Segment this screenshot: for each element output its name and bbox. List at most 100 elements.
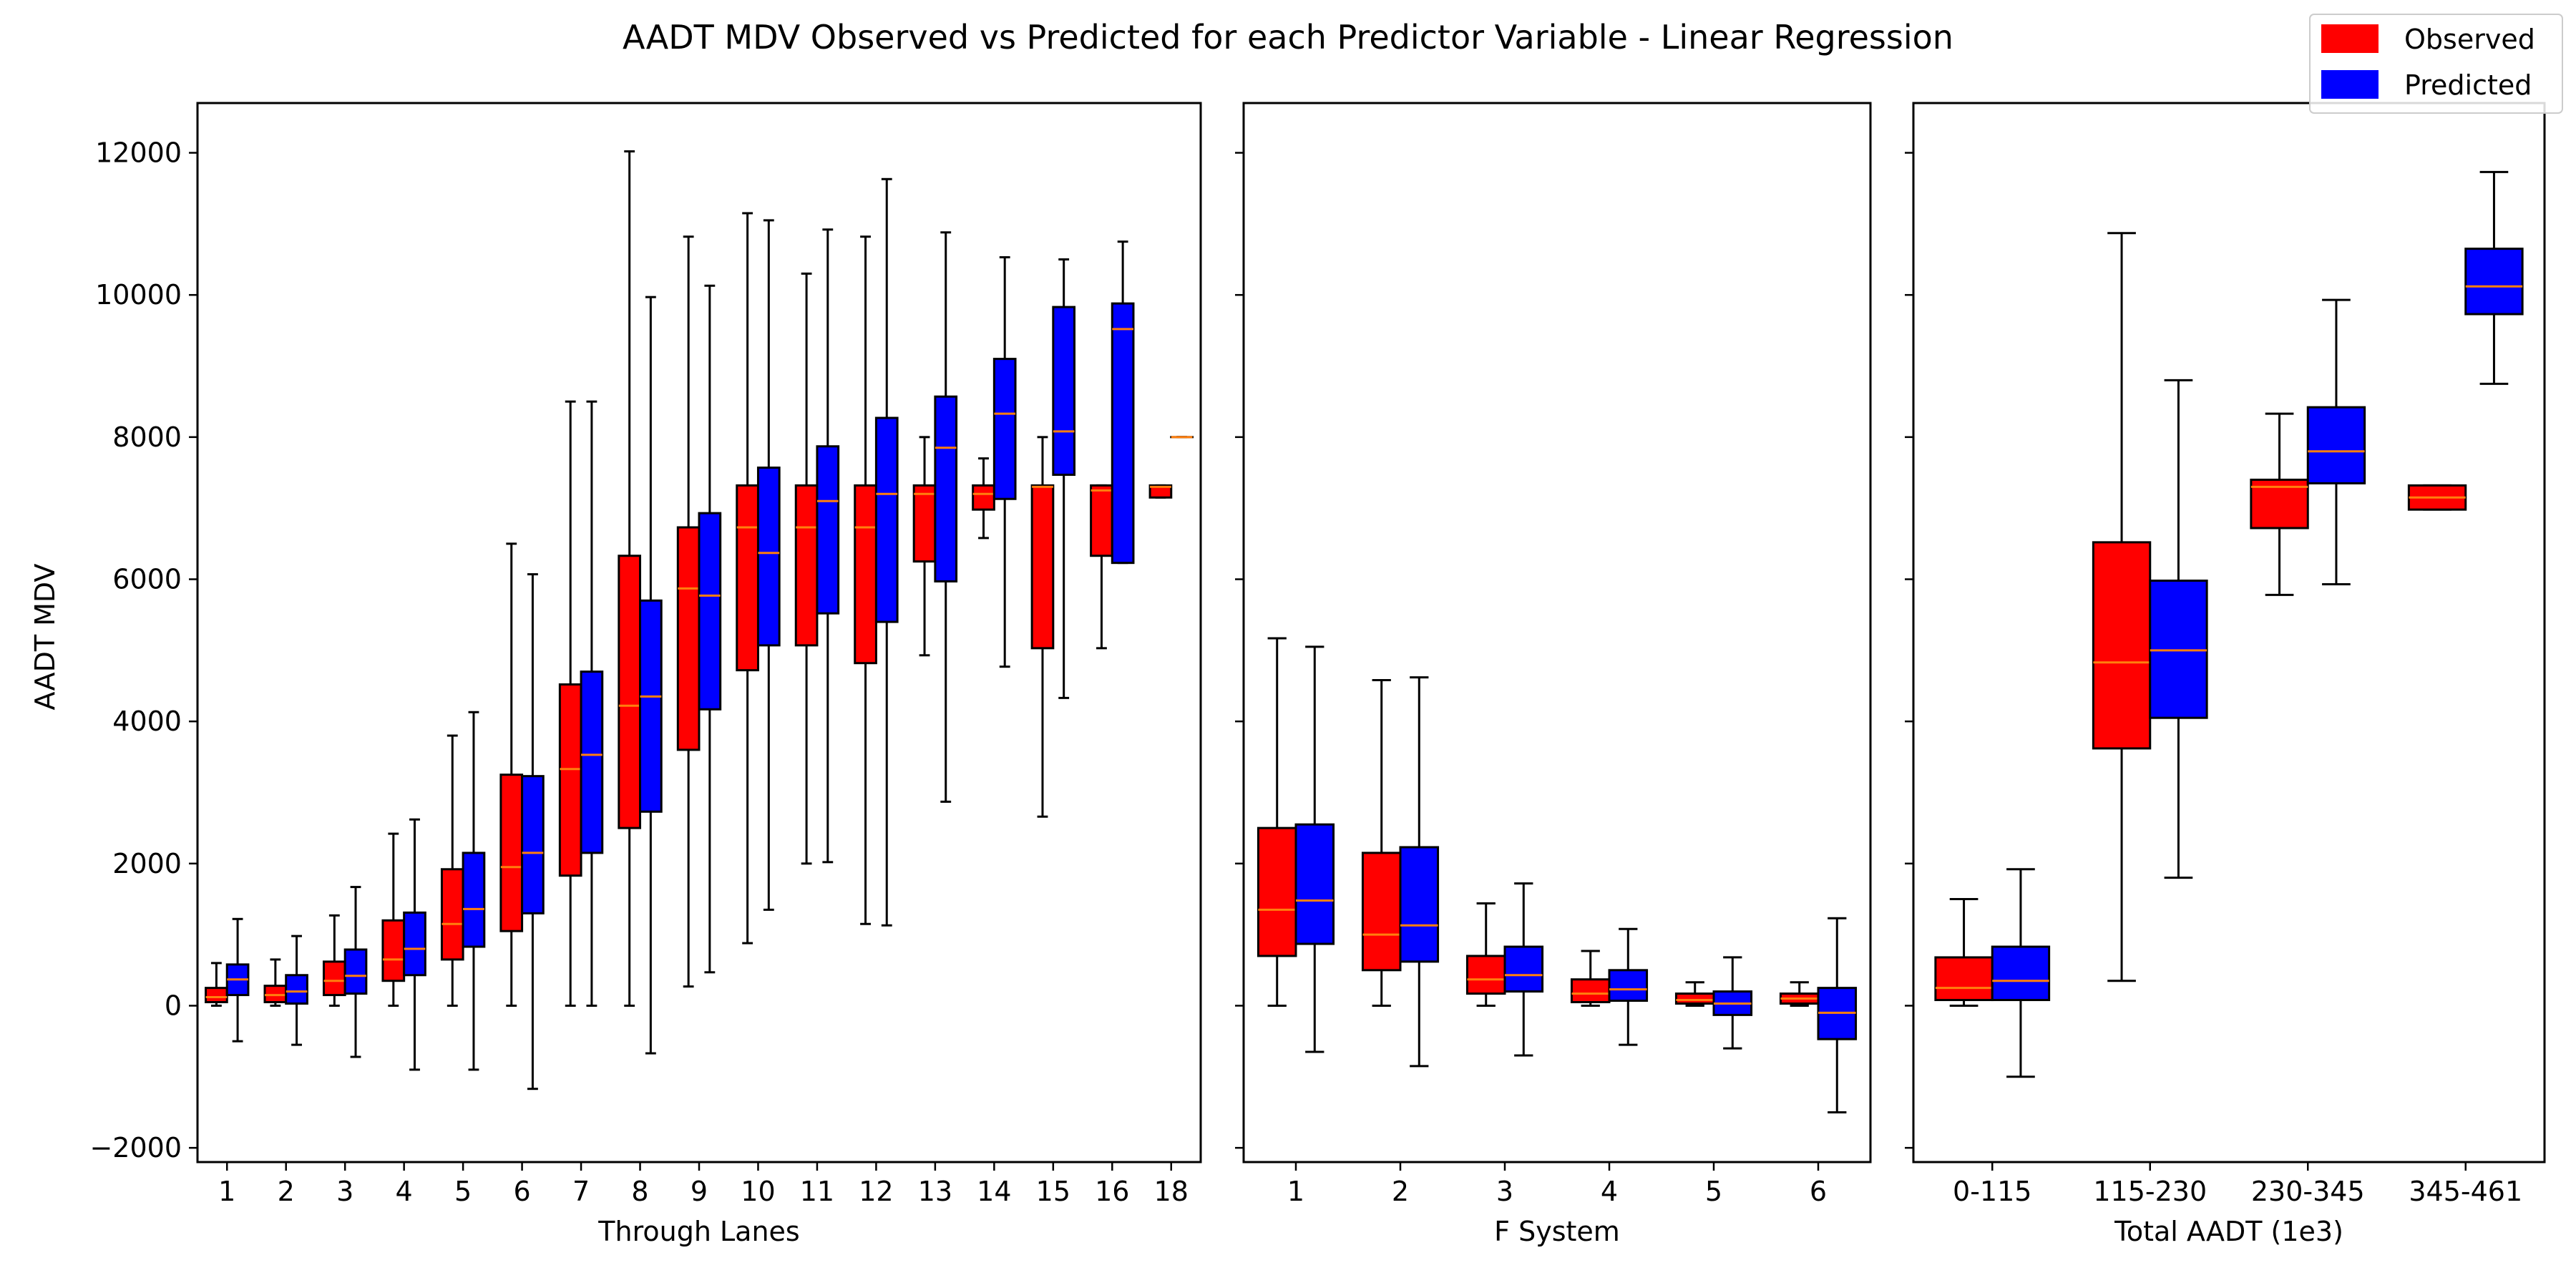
x-tick-label: 6 [513,1176,530,1207]
panel-1: 1 2 3 4 5 6 7 8 9 10 11 12 13 14 15 16 18−20000200040006… [89,102,1202,1247]
x-tick-label: 6 [1810,1176,1827,1207]
box-predicted-2 [1399,676,1440,1068]
x-tick-label: 18 [1154,1176,1189,1207]
box-body [499,774,524,932]
box-body [1111,302,1135,565]
legend: Observed Predicted [2309,14,2563,114]
x-tick-label: 16 [1095,1176,1129,1207]
box-body [2306,406,2366,484]
box-observed-3 [1465,902,1506,1007]
axes-frame [1912,102,2546,1163]
box-body [1030,484,1055,650]
box-observed-0-115 [1934,897,1994,1007]
x-tick-label: 13 [918,1176,952,1207]
box-body [403,911,426,977]
box-body [343,948,368,995]
x-tick-label: 3 [1496,1176,1513,1207]
box-observed-5 [440,734,464,1007]
box-predicted-1 [225,917,250,1043]
box-predicted-7 [580,400,604,1007]
box-predicted-3 [1503,882,1544,1057]
box-observed-3 [322,914,346,1007]
x-tick-label: 7 [572,1176,590,1207]
box-predicted-8 [639,296,663,1055]
box-observed-6 [499,542,524,1007]
box-predicted-2 [285,935,308,1046]
box-observed-115-230 [2092,232,2152,982]
x-tick-label: 230-345 [2251,1176,2365,1207]
box-body [285,974,308,1005]
box-observed-2 [1361,679,1402,1007]
box-predicted-0-115 [1991,868,2051,1078]
box-body [1503,945,1544,993]
legend-swatch-predicted [2321,70,2379,99]
box-body [322,960,346,997]
box-observed-1 [1257,637,1297,1007]
box-body [2464,248,2524,316]
x-axis-label: Total AADT (1e3) [2114,1216,2343,1247]
box-body [1257,826,1297,957]
box-body [1674,992,1715,1005]
box-observed-13 [912,436,937,657]
y-axis-label: AADT MDV [29,564,61,711]
x-tick-label: 12 [859,1176,893,1207]
figure-title: AADT MDV Observed vs Predicted for each … [623,18,1953,57]
box-body [381,919,406,982]
box-body [558,683,582,877]
box-body [205,987,228,1004]
box-observed-4 [1570,950,1611,1007]
box-predicted-11 [816,228,840,864]
box-observed-8 [618,150,642,1007]
axes-frame [1242,102,1872,1163]
box-predicted-13 [934,231,958,803]
box-body [912,484,937,563]
legend-swatch-observed [2321,24,2379,53]
box-body [698,512,722,711]
box-observed-18 [1148,484,1173,499]
legend-label-predicted: Predicted [2404,69,2532,101]
box-body [1934,956,1994,1002]
box-observed-12 [854,235,877,925]
box-predicted-5 [1712,956,1753,1050]
box-predicted-115-230 [2149,379,2208,879]
y-tick-label: 8000 [112,421,182,453]
box-observed-2 [263,958,288,1007]
y-tick-label: 0 [165,990,182,1021]
box-body [816,445,840,615]
box-body [736,484,759,672]
x-tick-label: 4 [1601,1176,1618,1207]
x-tick-label: 0-115 [1953,1176,2031,1207]
box-predicted-4 [403,818,426,1071]
box-observed-15 [1030,436,1055,818]
x-tick-label: 15 [1036,1176,1070,1207]
x-axis-label: F System [1494,1216,1620,1247]
box-body [794,484,819,647]
box-predicted-12 [874,177,899,927]
x-tick-label: 1 [218,1176,235,1207]
box-observed-7 [558,400,582,1007]
x-tick-label: 3 [336,1176,353,1207]
box-predicted-5 [462,711,486,1071]
box-body [972,484,995,511]
x-tick-label: 345-461 [2409,1176,2522,1207]
box-predicted-6 [521,573,545,1091]
box-body [618,555,642,829]
box-observed-9 [676,235,701,988]
box-observed-4 [381,832,406,1007]
box-body [1570,978,1611,1004]
box-body [521,775,545,914]
box-body [992,358,1017,500]
box-body [440,868,464,961]
box-predicted-230-345 [2306,298,2366,585]
x-tick-label: 11 [800,1176,834,1207]
y-tick-label: 4000 [112,706,182,737]
box-body [854,484,877,665]
box-predicted-6 [1817,917,1858,1113]
box-predicted-15 [1052,258,1076,699]
box-observed-16 [1090,484,1113,650]
x-tick-label: 14 [977,1176,1011,1207]
box-body [1294,823,1335,945]
panel-3: 0-115 115-230 230-345 345-461 Total AADT (1e… [1905,102,2546,1247]
box-body [874,416,899,623]
